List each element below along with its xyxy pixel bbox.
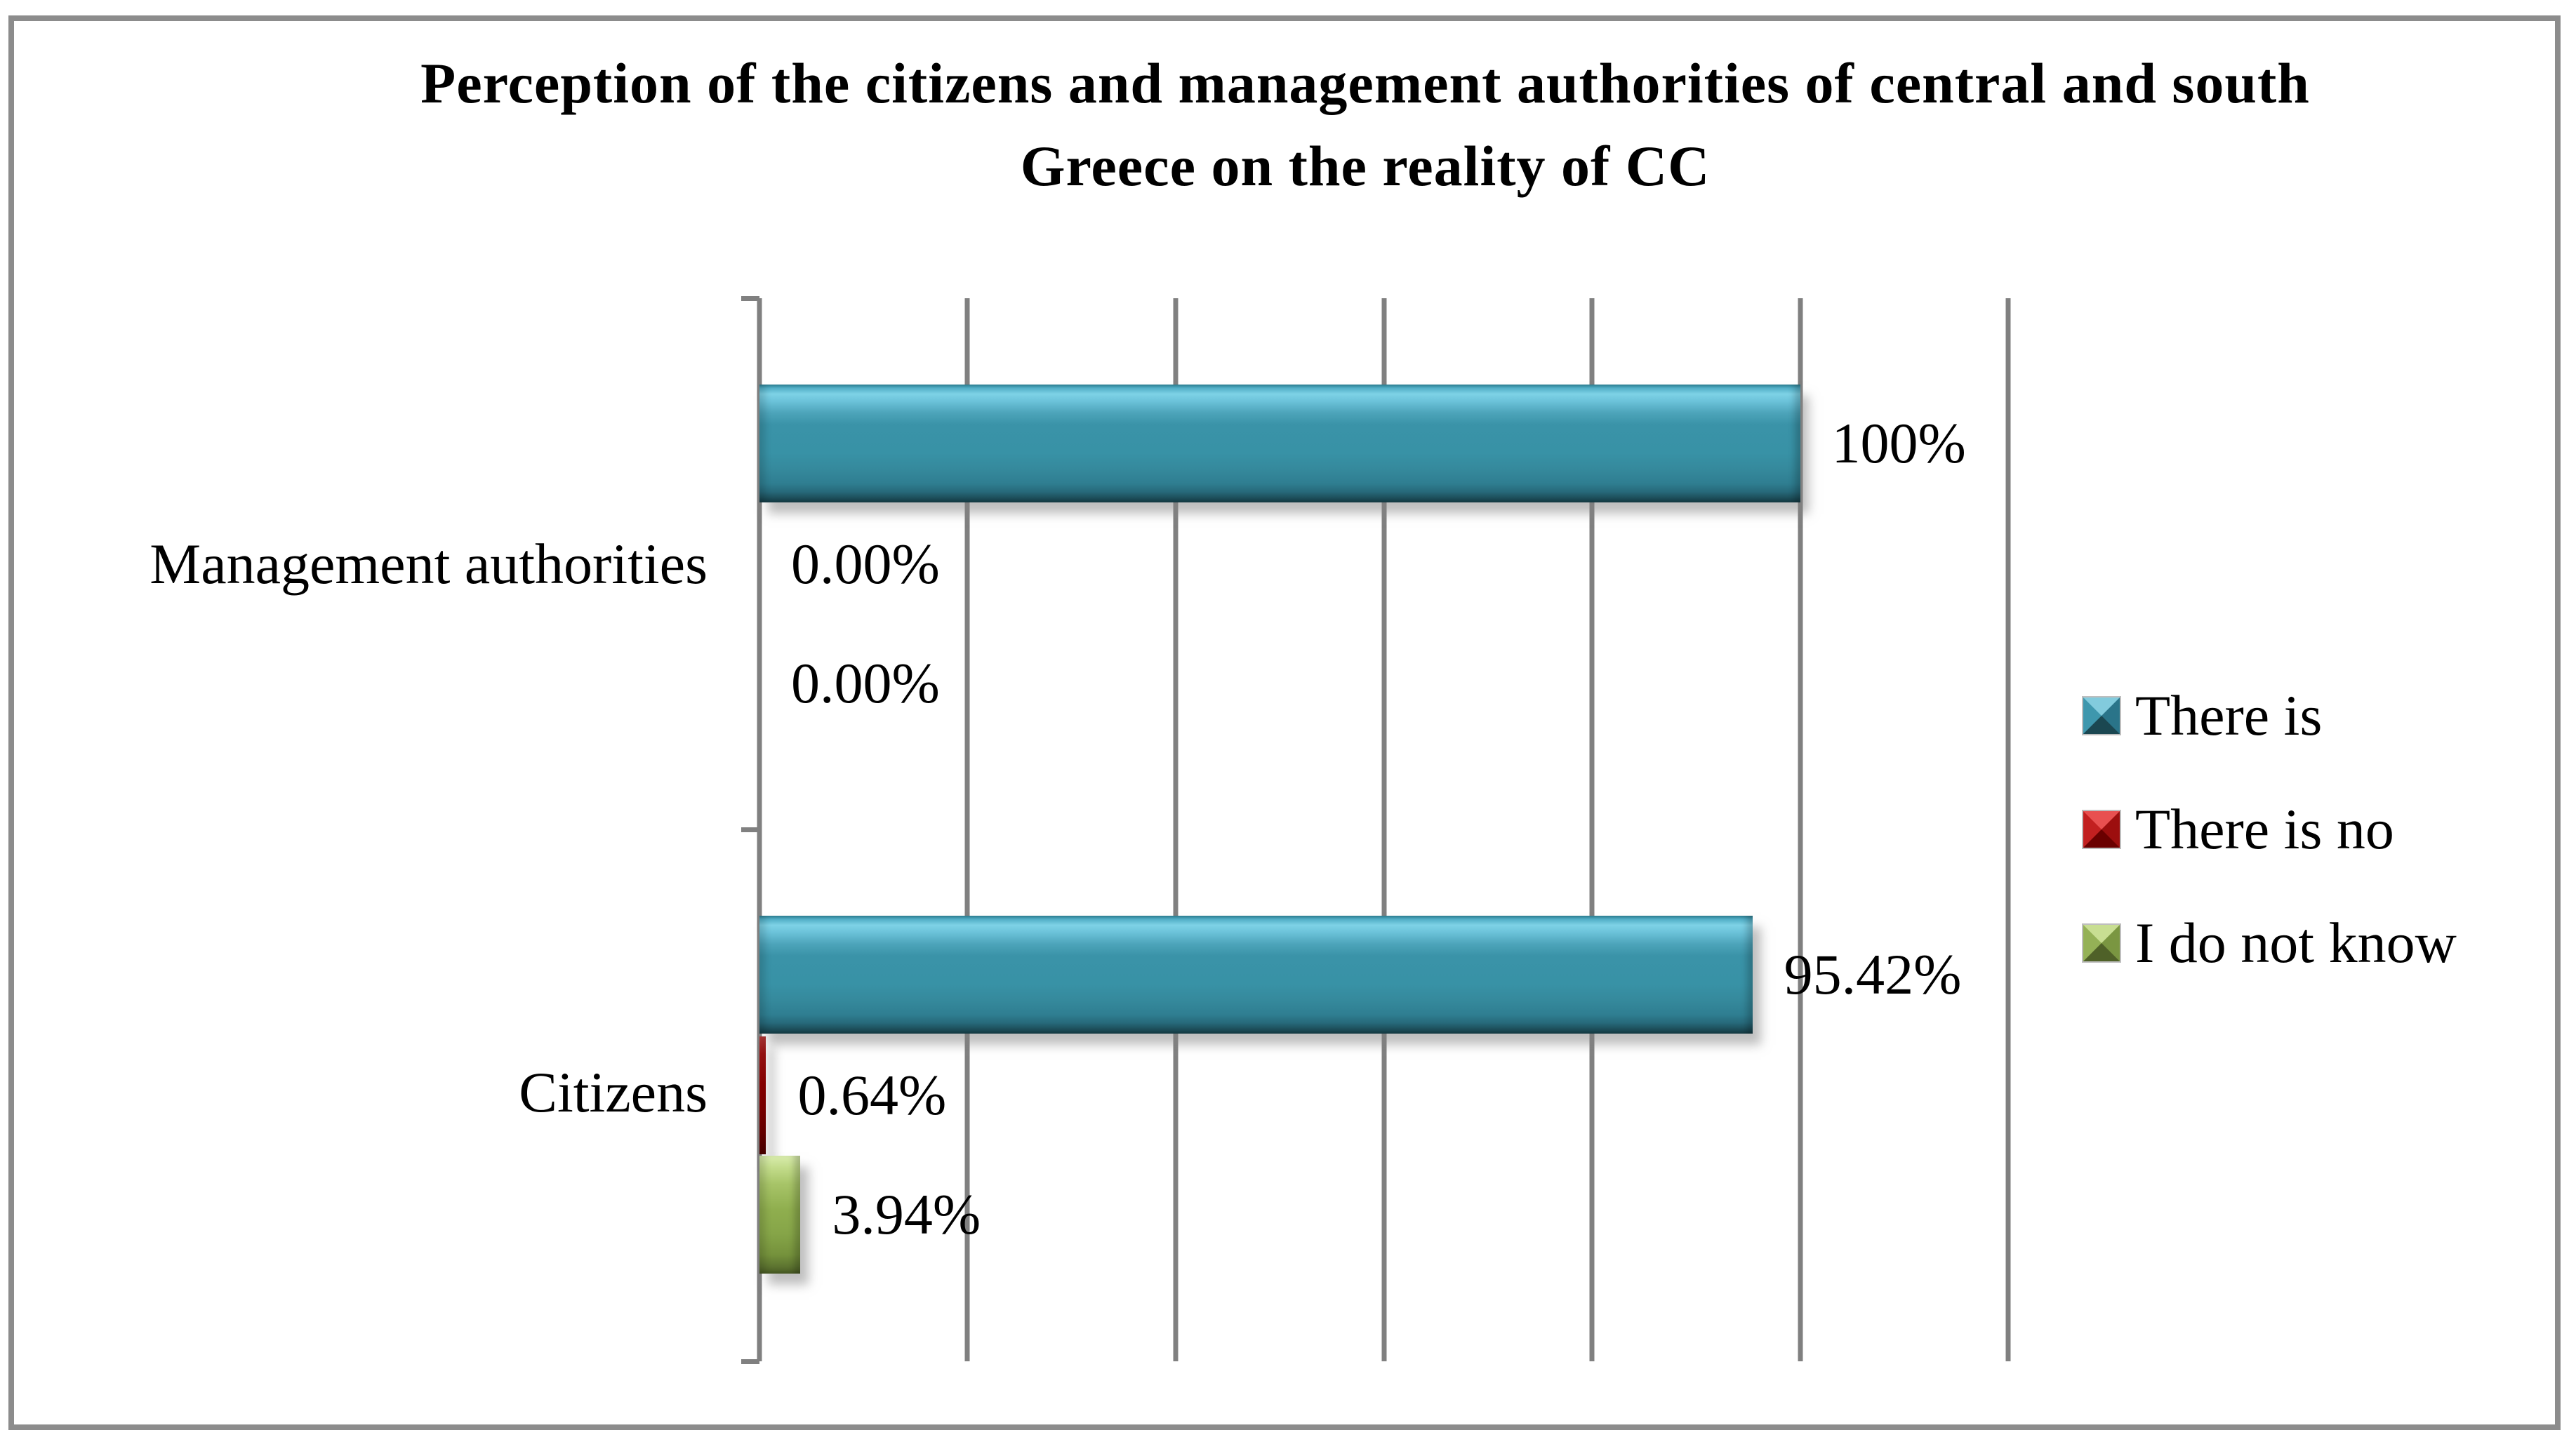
gridline-120pct [2005, 298, 2011, 1361]
data-label-i-do-not-know-citizens: 3.94% [832, 1182, 981, 1246]
legend-entry-there-is-no: There is no [2082, 796, 2394, 862]
bar-there-is-citizens [759, 916, 1753, 1034]
chart-border-frame [8, 15, 2561, 1430]
gridline-20pct [964, 298, 970, 1361]
data-label-there-is-no-management: 0.00% [791, 532, 940, 596]
legend-label-there-is-no: There is no [2135, 797, 2394, 861]
legend-entry-i-do-not-know: I do not know [2082, 910, 2457, 976]
chart-title-line2: Greece on the reality of CC [1020, 134, 1711, 198]
data-label-there-is-citizens: 95.42% [1784, 942, 1962, 1006]
axis-tick-middle [741, 827, 759, 832]
category-label-management-authorities: Management authorities [150, 532, 708, 596]
legend-swatch-there-is-icon [2082, 696, 2121, 735]
bar-i-do-not-know-citizens [759, 1156, 801, 1274]
legend-swatch-there-is-no-icon [2082, 810, 2121, 849]
legend-label-i-do-not-know: I do not know [2135, 911, 2457, 975]
legend-label-there-is: There is [2135, 683, 2323, 747]
plot-area: 100% 0.00% 0.00% 95.42% 0.64% 3.94% [741, 296, 2011, 1364]
value-axis-line [757, 298, 762, 1361]
legend-swatch-i-do-not-know-icon [2082, 923, 2121, 963]
category-label-citizens: Citizens [519, 1060, 708, 1124]
axis-tick-bottom [741, 1359, 759, 1364]
gridline-40pct [1173, 298, 1179, 1361]
bar-there-is-no-citizens [759, 1036, 766, 1154]
axis-tick-top [741, 296, 759, 301]
data-label-there-is-no-citizens: 0.64% [797, 1063, 947, 1127]
bar-there-is-management [759, 385, 1800, 502]
gridline-60pct [1381, 298, 1386, 1361]
legend-entry-there-is: There is [2082, 683, 2323, 749]
chart-title: Perception of the citizens and managemen… [154, 42, 2576, 208]
gridline-100pct [1798, 298, 1802, 1361]
chart-title-line1: Perception of the citizens and managemen… [420, 51, 2310, 115]
data-label-there-is-management: 100% [1831, 411, 1966, 475]
data-label-i-do-not-know-management: 0.00% [791, 651, 940, 715]
gridline-80pct [1589, 298, 1595, 1361]
